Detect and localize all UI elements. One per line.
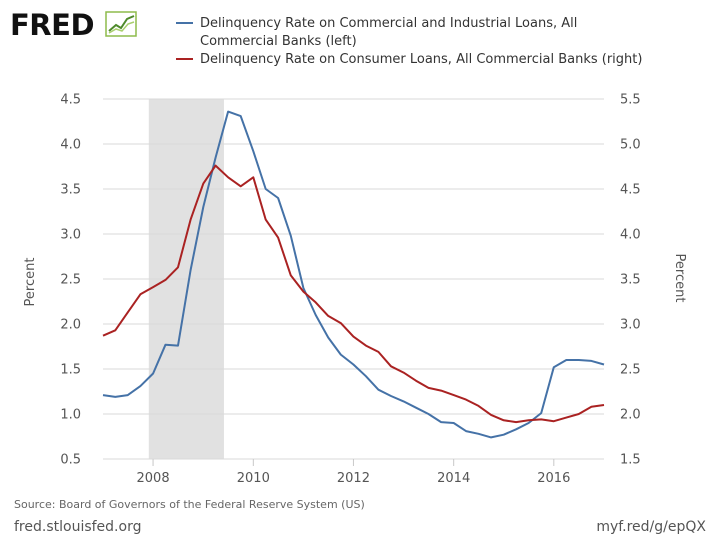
x-tick-label: 2014 [437, 471, 470, 486]
plot-area [102, 98, 605, 460]
y-right-tick-label: 2.0 [620, 408, 641, 423]
y-right-tick-label: 2.5 [620, 363, 641, 378]
legend-label: Delinquency Rate on Consumer Loans, All … [200, 52, 642, 67]
x-tick-label: 2012 [337, 471, 370, 486]
y-left-tick-label: 4.5 [60, 93, 81, 108]
fred-logo[interactable]: FRED [10, 8, 137, 42]
y-axis-right-title: Percent [672, 254, 687, 303]
site-link[interactable]: fred.stlouisfed.org [14, 519, 142, 535]
series-line-left [102, 110, 605, 439]
x-axis-ticks: 2008 2010 2012 2014 2016 [137, 459, 570, 486]
legend-label: Delinquency Rate on Commercial and Indus… [200, 16, 577, 31]
x-tick-label: 2010 [237, 471, 270, 486]
y-right-tick-label: 1.5 [620, 453, 641, 468]
y-right-tick-label: 4.0 [620, 228, 641, 243]
series-line-right [102, 164, 605, 424]
y-left-tick-label: 1.0 [60, 408, 81, 423]
y-left-tick-label: 0.5 [60, 453, 81, 468]
y-axis-left-ticks: 0.5 1.0 1.5 2.0 2.5 3.0 3.5 4.0 4.5 [60, 93, 81, 468]
grid-layer [103, 98, 604, 460]
y-left-tick-label: 4.0 [60, 138, 81, 153]
y-axis-right-ticks: 1.5 2.0 2.5 3.0 3.5 4.0 4.5 5.0 5.5 [620, 93, 641, 468]
y-right-tick-label: 5.0 [620, 138, 641, 153]
x-tick-label: 2008 [137, 471, 170, 486]
source-note: Source: Board of Governors of the Federa… [14, 498, 365, 511]
y-right-tick-label: 5.5 [620, 93, 641, 108]
fred-logo-text: FRED [10, 8, 94, 42]
y-right-tick-label: 3.0 [620, 318, 641, 333]
y-right-tick-label: 3.5 [620, 273, 641, 288]
y-left-tick-label: 2.5 [60, 273, 81, 288]
legend-label: Commercial Banks (left) [200, 34, 357, 49]
short-url-link[interactable]: myf.red/g/epQX [596, 519, 706, 535]
series-layer [102, 110, 605, 439]
y-left-tick-label: 3.0 [60, 228, 81, 243]
x-tick-label: 2016 [537, 471, 570, 486]
y-left-tick-label: 2.0 [60, 318, 81, 333]
y-axis-left-title: Percent [23, 258, 38, 307]
y-right-tick-label: 4.5 [620, 183, 641, 198]
chart-legend: Delinquency Rate on Commercial and Indus… [176, 16, 642, 67]
y-left-tick-label: 1.5 [60, 363, 81, 378]
logo-graph-icon [105, 11, 137, 37]
y-left-tick-label: 3.5 [60, 183, 81, 198]
